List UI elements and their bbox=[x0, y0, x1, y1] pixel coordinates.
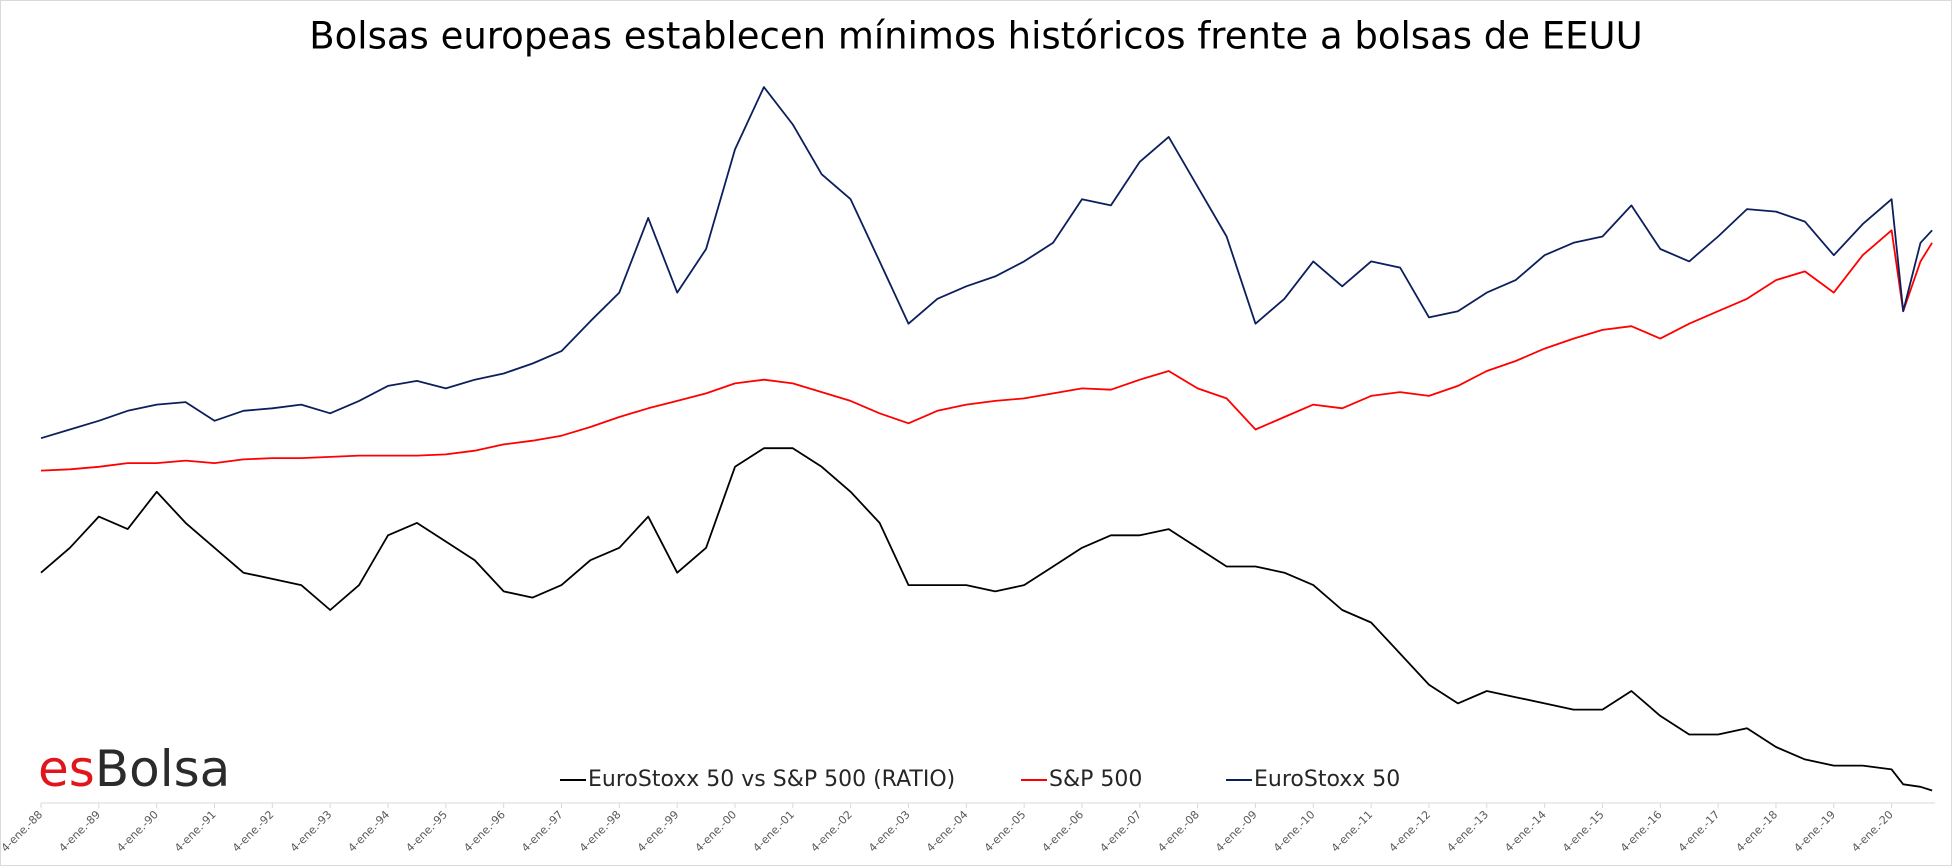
logo: esBolsa bbox=[38, 740, 230, 798]
legend-label: EuroStoxx 50 bbox=[1254, 767, 1400, 792]
logo-name: Bolsa bbox=[95, 740, 230, 798]
legend-label: EuroStoxx 50 vs S&P 500 (RATIO) bbox=[588, 767, 955, 792]
logo-prefix: es bbox=[38, 740, 95, 798]
legend-label: S&P 500 bbox=[1049, 767, 1142, 792]
series-line bbox=[40, 447, 1933, 792]
series-line bbox=[40, 86, 1933, 440]
chart-title: Bolsas europeas establecen mínimos histó… bbox=[309, 15, 1642, 58]
series-line bbox=[40, 229, 1933, 472]
